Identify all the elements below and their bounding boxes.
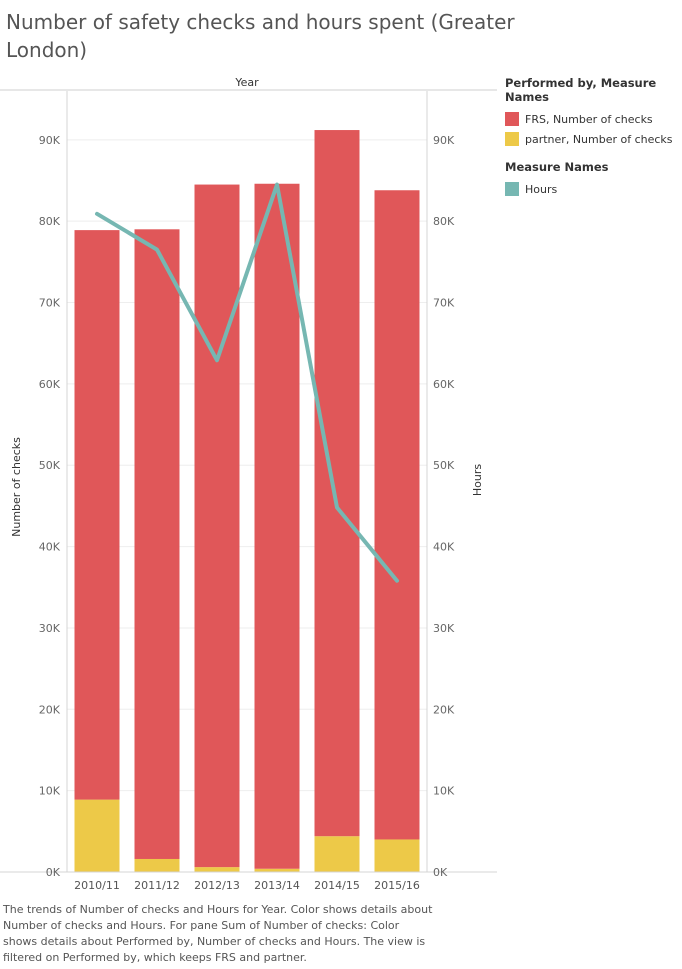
legend-item-hours[interactable]: Hours: [505, 179, 682, 199]
y2tick-label-1: 10K: [433, 785, 455, 798]
bar-frs-3: [254, 183, 300, 869]
ytick-label-0: 0K: [46, 866, 61, 879]
bar-frs-1: [134, 229, 180, 859]
legend-item-partner[interactable]: partner, Number of checks: [505, 129, 682, 149]
bar-partner-2: [194, 867, 240, 872]
y2tick-label-5: 50K: [433, 459, 455, 472]
bar-frs-4: [314, 130, 360, 837]
legend-swatch-hours: [505, 182, 519, 196]
chart-caption: The trends of Number of checks and Hours…: [3, 903, 433, 964]
ytick-label-7: 70K: [39, 297, 61, 310]
legend-swatch-frs: [505, 112, 519, 126]
legend: Performed by, Measure Names FRS, Number …: [505, 76, 682, 199]
bar-partner-4: [314, 836, 360, 872]
xtick-label-4: 2014/15: [314, 879, 360, 892]
y2tick-label-7: 70K: [433, 297, 455, 310]
y2tick-label-9: 90K: [433, 134, 455, 147]
xtick-label-5: 2015/16: [374, 879, 420, 892]
bar-partner-3: [254, 868, 300, 872]
y2tick-label-6: 60K: [433, 378, 455, 391]
ytick-label-3: 30K: [39, 622, 61, 635]
y2tick-label-2: 20K: [433, 703, 455, 716]
y-axis-title: Number of checks: [10, 437, 23, 537]
legend-label-hours: Hours: [525, 182, 558, 196]
ytick-label-1: 10K: [39, 785, 61, 798]
line-layer: [95, 182, 399, 583]
ytick-label-2: 20K: [39, 703, 61, 716]
chart-title: Number of safety checks and hours spent …: [6, 10, 515, 62]
bar-frs-5: [374, 190, 420, 840]
y2tick-label-8: 80K: [433, 215, 455, 228]
legend-label-partner: partner, Number of checks: [525, 132, 673, 146]
xtick-label-3: 2013/14: [254, 879, 300, 892]
ytick-label-4: 40K: [39, 541, 61, 554]
ytick-label-5: 50K: [39, 459, 61, 472]
ytick-label-9: 90K: [39, 134, 61, 147]
legend-color-title: Performed by, Measure Names: [505, 76, 657, 104]
ytick-label-8: 80K: [39, 215, 61, 228]
axis-layer: Year 0K 0K 10K 10K 20K 20K 30K 30K 40K 40K 50K 50K 60…: [0, 76, 497, 892]
xtick-label-1: 2011/12: [134, 879, 180, 892]
grid-layer: [67, 139, 427, 873]
xtick-label-2: 2012/13: [194, 879, 240, 892]
ytick-label-6: 60K: [39, 378, 61, 391]
legend-item-frs[interactable]: FRS, Number of checks: [505, 109, 682, 129]
hours-line: [95, 182, 399, 583]
legend-measure-title: Measure Names: [505, 160, 609, 174]
bar-partner-1: [134, 858, 180, 872]
bar-partner-5: [374, 839, 420, 872]
bar-partner-0: [74, 799, 120, 872]
bar-layer: [74, 130, 420, 872]
bar-frs-2: [194, 184, 240, 868]
y2tick-label-0: 0K: [433, 866, 448, 879]
x-header: Year: [234, 76, 259, 89]
y2tick-label-4: 40K: [433, 541, 455, 554]
legend-swatch-partner: [505, 132, 519, 146]
bar-frs-0: [74, 230, 120, 800]
xtick-label-0: 2010/11: [74, 879, 120, 892]
y2tick-label-3: 30K: [433, 622, 455, 635]
y2-axis-title: Hours: [471, 464, 484, 496]
legend-label-frs: FRS, Number of checks: [525, 112, 653, 126]
